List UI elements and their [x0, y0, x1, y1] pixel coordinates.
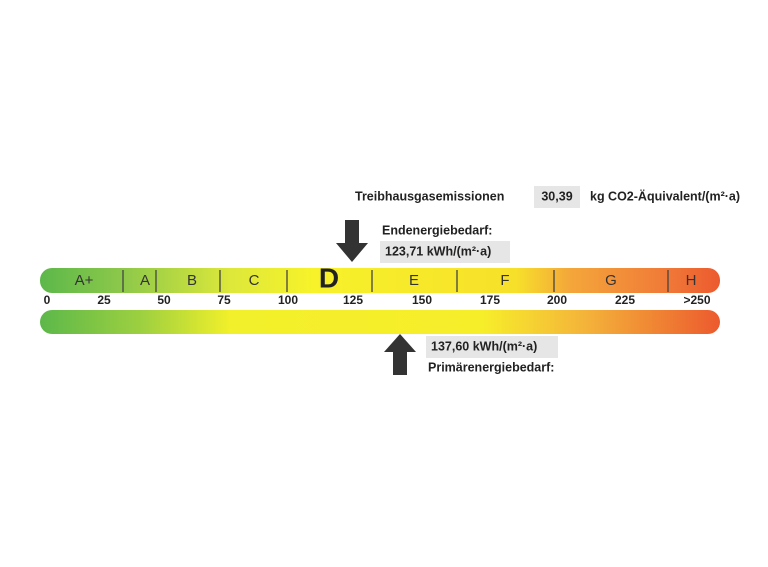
tick-label: 0: [44, 293, 51, 307]
primary-energy-arrow: [384, 334, 416, 375]
final-energy-value: 123,71 kWh/(m²·a): [385, 244, 491, 258]
tick-label: 175: [480, 293, 500, 307]
tick-label: 125: [343, 293, 363, 307]
tick-label: 75: [217, 293, 231, 307]
value-box: [380, 241, 510, 263]
gradient-bar: [40, 310, 720, 334]
emissions-value: 30,39: [541, 189, 572, 203]
final-energy-label: Endenergiebedarf:: [382, 223, 492, 237]
primary-energy-label: Primärenergiebedarf:: [428, 360, 554, 374]
tick-label: 50: [157, 293, 171, 307]
final-energy-arrow: [336, 220, 368, 262]
class-label: A: [140, 272, 150, 289]
value-box: [534, 186, 580, 208]
value-box: [426, 336, 558, 358]
class-label: C: [249, 272, 260, 289]
class-label: H: [686, 272, 697, 289]
tick-label: 150: [412, 293, 432, 307]
class-label: F: [500, 272, 509, 289]
class-bar: [40, 268, 720, 293]
class-label: G: [605, 272, 617, 289]
tick-label: 225: [615, 293, 635, 307]
class-label: A+: [75, 272, 94, 289]
emissions-label: Treibhausgasemissionen: [355, 189, 504, 203]
tick-label: 25: [97, 293, 111, 307]
emissions-unit: kg CO2-Äquivalent/(m²·a): [590, 188, 740, 203]
class-label: E: [409, 272, 419, 289]
primary-energy-value: 137,60 kWh/(m²·a): [431, 339, 537, 353]
class-label: D: [319, 262, 339, 293]
tick-label: 100: [278, 293, 298, 307]
class-label: B: [187, 272, 197, 289]
tick-label: 200: [547, 293, 567, 307]
tick-label: >250: [683, 293, 710, 307]
